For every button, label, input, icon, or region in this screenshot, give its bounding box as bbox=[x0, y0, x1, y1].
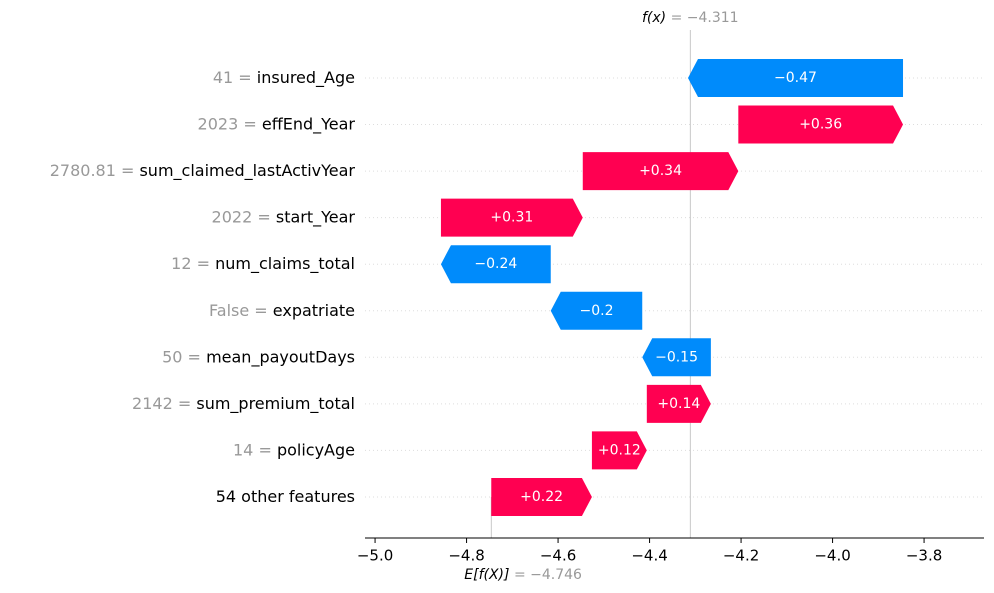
feature-value: 2142 = bbox=[132, 393, 191, 412]
feature-value: 12 = bbox=[171, 254, 210, 273]
row-label: 14 = policyAge bbox=[233, 440, 355, 459]
bar-value-label: +0.31 bbox=[490, 210, 533, 226]
x-tick-label: −4.8 bbox=[448, 547, 484, 565]
feature-name: num_claims_total bbox=[215, 254, 355, 274]
row-label: 12 = num_claims_total bbox=[171, 254, 355, 274]
feature-name: sum_claimed_lastActivYear bbox=[139, 161, 355, 181]
x-tick-label: −3.8 bbox=[906, 547, 942, 565]
bar bbox=[491, 477, 592, 516]
row-label: False = expatriate bbox=[209, 300, 355, 319]
feature-name: policyAge bbox=[277, 440, 355, 459]
feature-name: insured_Age bbox=[257, 68, 355, 88]
feature-name: sum_premium_total bbox=[196, 393, 355, 413]
feature-name: mean_payoutDays bbox=[206, 347, 355, 367]
bar bbox=[738, 105, 904, 144]
bar-value-label: −0.2 bbox=[579, 303, 613, 319]
bar-value-label: +0.12 bbox=[598, 442, 641, 458]
row-label: 41 = insured_Age bbox=[213, 68, 355, 88]
output-text: = −4.311 bbox=[671, 10, 739, 26]
feature-value: 41 = bbox=[213, 68, 252, 87]
bar bbox=[582, 152, 739, 191]
x-tick-label: −4.2 bbox=[723, 547, 759, 565]
feature-name: effEnd_Year bbox=[262, 114, 356, 134]
row-label: 2780.81 = sum_claimed_lastActivYear bbox=[50, 161, 356, 181]
bar-value-label: +0.14 bbox=[657, 396, 700, 412]
row-label: 2022 = start_Year bbox=[212, 207, 356, 227]
x-tick-label: −4.4 bbox=[631, 547, 667, 565]
feature-name: expatriate bbox=[273, 300, 355, 319]
x-tick-label: −4.6 bbox=[540, 547, 576, 565]
row-label: 2023 = effEnd_Year bbox=[198, 114, 356, 134]
feature-value: 14 = bbox=[233, 440, 272, 459]
bar-value-label: +0.22 bbox=[520, 489, 563, 505]
bar bbox=[440, 245, 551, 284]
bar bbox=[591, 431, 647, 470]
bar-value-label: −0.24 bbox=[474, 256, 517, 272]
bar-value-label: −0.15 bbox=[655, 349, 698, 365]
row-label: 54 other features bbox=[216, 486, 355, 505]
bar-value-label: −0.47 bbox=[774, 70, 817, 86]
bar-value-label: +0.34 bbox=[639, 163, 682, 179]
bar bbox=[642, 338, 711, 377]
feature-name: 54 other features bbox=[216, 486, 355, 505]
base-annotation: E[f(X)] = −4.746 bbox=[464, 567, 582, 583]
feature-value: 2022 = bbox=[212, 207, 271, 226]
bar bbox=[646, 384, 711, 423]
row-label: 2142 = sum_premium_total bbox=[132, 393, 355, 413]
feature-value: 2023 = bbox=[198, 114, 257, 133]
bar bbox=[440, 198, 583, 237]
feature-value: 2780.81 = bbox=[50, 161, 135, 180]
base-label: E[f(X)] bbox=[464, 567, 509, 583]
x-tick-label: −5.0 bbox=[357, 547, 393, 565]
x-tick-label: −4.0 bbox=[814, 547, 850, 565]
feature-value: 50 = bbox=[162, 347, 201, 366]
output-annotation: f(x) = −4.311 bbox=[642, 10, 739, 26]
base-text: = −4.746 bbox=[514, 567, 582, 583]
row-label: 50 = mean_payoutDays bbox=[162, 347, 355, 367]
bar bbox=[687, 59, 904, 97]
bar bbox=[550, 291, 643, 330]
bar-value-label: +0.36 bbox=[799, 117, 842, 133]
output-label: f(x) bbox=[642, 10, 666, 26]
feature-name: start_Year bbox=[276, 207, 356, 227]
feature-value: False = bbox=[209, 300, 268, 319]
